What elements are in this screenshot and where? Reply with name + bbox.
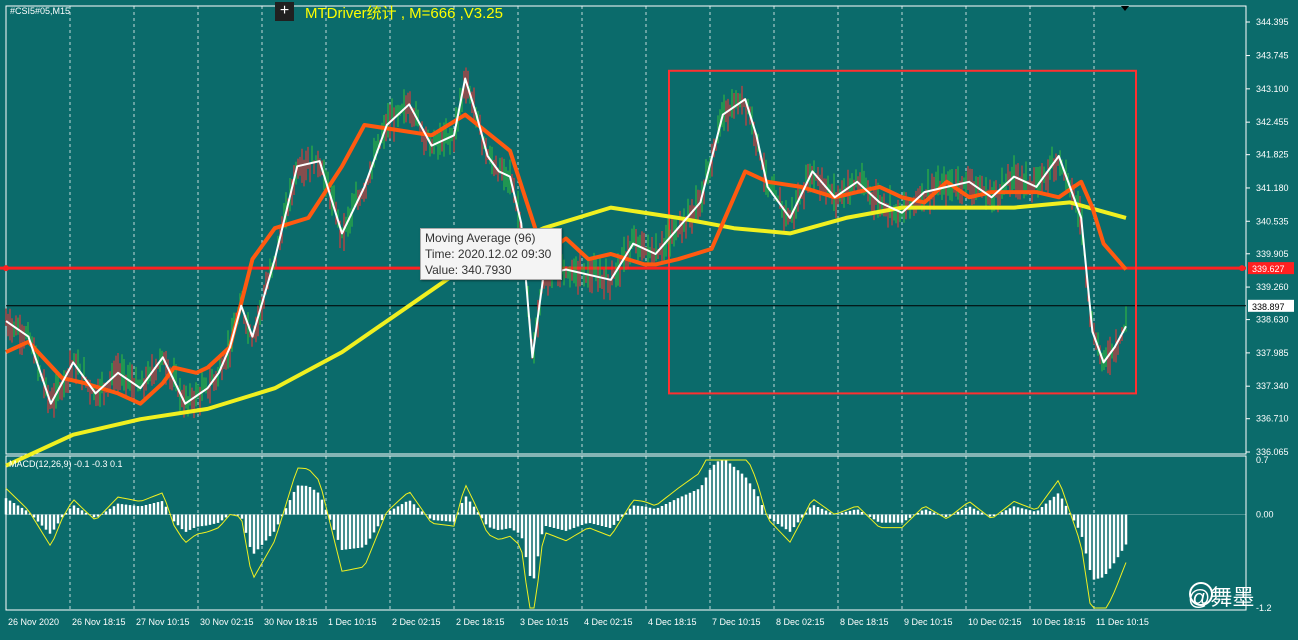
ma-short-line: [5, 77, 1127, 405]
price-axis-label: 336.710: [1256, 414, 1289, 424]
time-axis-label: 3 Dec 10:15: [520, 617, 569, 627]
price-axis-label: 343.100: [1256, 84, 1289, 94]
level-price-badge: [1248, 262, 1294, 275]
tooltip-line1: Moving Average (96): [425, 231, 536, 245]
price-axis-label: 338.630: [1256, 315, 1289, 325]
time-axis-label: 11 Dec 10:15: [1096, 617, 1149, 627]
time-axis-label: 26 Nov 2020: [8, 617, 59, 627]
tooltip-line2: Time: 2020.12.02 09:30: [425, 247, 552, 261]
price-axis-label: 341.180: [1256, 183, 1289, 193]
macd-axis-label: -1.2: [1256, 603, 1272, 613]
time-axis-label: 2 Dec 18:15: [456, 617, 505, 627]
time-axis-label: 27 Nov 10:15: [136, 617, 190, 627]
price-axis-label: 340.535: [1256, 216, 1289, 226]
watermark-logo-icon: [1189, 582, 1213, 606]
crosshair-button[interactable]: +: [275, 2, 294, 21]
highlight-rectangle: [668, 69, 1137, 395]
macd-signal-line: [5, 459, 1127, 609]
price-axis-label: 341.825: [1256, 150, 1289, 160]
time-axis-label: 9 Dec 10:15: [904, 617, 953, 627]
time-axis-label: 30 Nov 02:15: [200, 617, 254, 627]
time-axis-label: 4 Dec 18:15: [648, 617, 697, 627]
price-axis-label: 337.985: [1256, 348, 1289, 358]
time-axis-label: 26 Nov 18:15: [72, 617, 126, 627]
tooltip-line3: Value: 340.7930: [425, 263, 512, 277]
price-pane-frame: [5, 5, 1247, 455]
macd-pane-frame: [5, 455, 1247, 611]
time-axis-label: 7 Dec 10:15: [712, 617, 761, 627]
time-axis-label: 1 Dec 10:15: [328, 617, 377, 627]
price-axis-label: 337.340: [1256, 381, 1289, 391]
time-axis-label: 4 Dec 02:15: [584, 617, 633, 627]
price-axis-label: 339.260: [1256, 282, 1289, 292]
shift-marker-icon: [1121, 6, 1129, 11]
time-axis-label: 10 Dec 18:15: [1032, 617, 1086, 627]
price-axis-label: 336.065: [1256, 447, 1289, 457]
time-axis-label: 8 Dec 02:15: [776, 617, 825, 627]
macd-label: MACD(12,26,9) -0.1 -0.3 0.1: [9, 459, 123, 469]
price-axis-label: 342.455: [1256, 117, 1289, 127]
macd-axis-label: 0.00: [1256, 510, 1274, 520]
macd-axis-label: 0.7: [1256, 455, 1269, 465]
time-axis-label: 10 Dec 02:15: [968, 617, 1022, 627]
price-axis-label: 344.395: [1256, 17, 1289, 27]
level-anchor: [1239, 265, 1245, 272]
indicator-title: MTDriver统计 , M=666 ,V3.25: [305, 5, 503, 22]
current-price-badge: [1248, 299, 1294, 312]
current-price-label: 338.897: [1252, 302, 1285, 312]
candles-group: [5, 67, 1127, 419]
level-price-label: 339.627: [1252, 264, 1285, 274]
time-axis-label: 2 Dec 02:15: [392, 617, 441, 627]
ma-long-line: [5, 200, 1127, 468]
symbol-label: #CSI5#05,M15: [10, 6, 71, 16]
time-axis-label: 30 Nov 18:15: [264, 617, 318, 627]
level-anchor: [3, 265, 9, 272]
price-axis-label: 339.905: [1256, 249, 1289, 259]
watermark: @舞墨: [1188, 585, 1255, 610]
time-axis-label: 8 Dec 18:15: [840, 617, 889, 627]
ma-tooltip: Moving Average (96) Time: 2020.12.02 09:…: [420, 228, 562, 280]
macd-histogram-group: [4, 460, 1128, 580]
price-axis-label: 343.745: [1256, 51, 1289, 61]
ma-mid-line: [5, 112, 1128, 406]
